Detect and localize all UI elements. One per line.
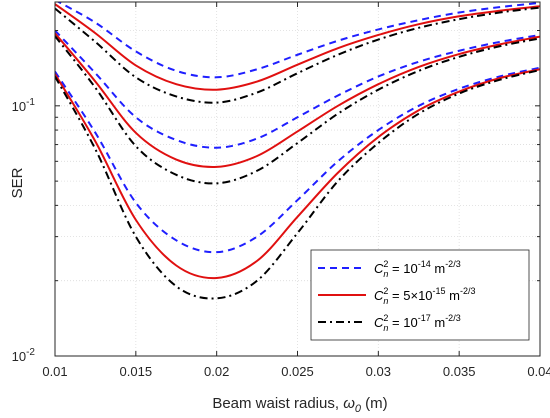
series-line-dashdot-group-2 — [55, 35, 540, 185]
legend-label-dash: C2 n = 10-14 m-2/3 — [374, 259, 461, 279]
legend-label-dashdot: C2 n = 10-17 m-2/3 — [374, 313, 461, 333]
series-line-dash-group-2 — [55, 29, 540, 149]
y-tick-label: 10-2 — [12, 347, 36, 364]
y-tick-label: 10-1 — [12, 97, 36, 114]
legend-label-solid: C2 n = 5×10-15 m-2/3 — [374, 286, 476, 306]
x-tick-label: 0.025 — [281, 364, 314, 379]
x-tick-label: 0.015 — [120, 364, 153, 379]
x-tick-label: 0.03 — [366, 364, 391, 379]
series-line-solid-group-3 — [55, 68, 540, 280]
y-axis-label: SER — [9, 167, 26, 198]
x-tick-label: 0.035 — [443, 364, 476, 379]
series-line-dash-group-1 — [56, 2, 540, 79]
series-group — [55, 2, 540, 300]
x-ticks: 0.01 0.015 0.02 0.025 0.03 0.035 0.04 — [42, 2, 550, 379]
legend: C2 n = 10-14 m-2/3 C2 n = 5×10-15 m-2/3 C2 n … — [310, 249, 530, 341]
y-ticks: 10-2 10-1 — [12, 30, 540, 364]
series-line-solid-group-2 — [55, 32, 540, 168]
series-line-solid-group-1 — [55, 3, 540, 91]
x-axis-label: Beam waist radius, ω0 (m) — [212, 395, 387, 415]
series-line-dashdot-group-3 — [55, 69, 540, 300]
x-tick-label: 0.04 — [527, 364, 550, 379]
x-tick-label: 0.02 — [204, 364, 229, 379]
x-tick-label: 0.01 — [42, 364, 67, 379]
